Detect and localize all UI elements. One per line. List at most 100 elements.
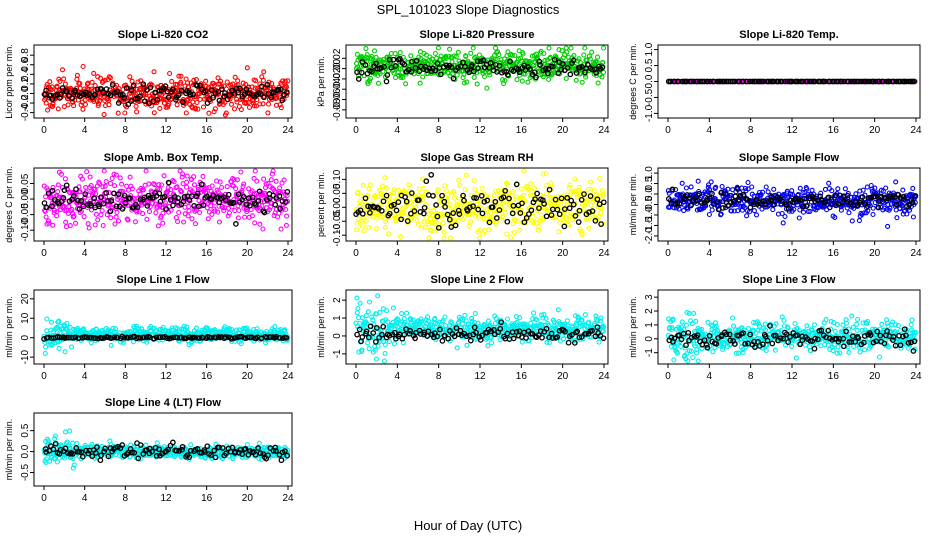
data-point [428, 68, 435, 75]
data-point [53, 213, 60, 219]
data-point [600, 335, 607, 342]
data-point [98, 75, 104, 81]
data-point [719, 183, 725, 190]
data-point [257, 101, 263, 107]
data-point [216, 97, 223, 104]
data-point [561, 223, 568, 230]
data-point [115, 110, 121, 116]
data-point [181, 219, 187, 225]
data-point [893, 179, 899, 185]
data-point [142, 98, 148, 105]
data-point [178, 87, 185, 94]
data-point [429, 56, 435, 62]
data-point [362, 62, 369, 68]
data-point [44, 316, 50, 322]
data-point [78, 198, 84, 204]
data-point [730, 78, 736, 85]
data-point [46, 95, 52, 101]
data-point [384, 72, 391, 78]
y-tick-label: 0.5 [644, 58, 655, 72]
data-point [379, 183, 386, 189]
data-point [508, 235, 514, 241]
data-point [233, 221, 239, 227]
data-point [103, 86, 110, 92]
panel-title: Slope Line 3 Flow [743, 274, 836, 286]
y-tick-label: 0 [20, 334, 31, 340]
data-point [179, 174, 185, 180]
data-point [599, 74, 605, 80]
data-point [162, 200, 169, 206]
data-point [599, 64, 606, 71]
data-point [193, 77, 199, 83]
data-point [184, 179, 190, 185]
data-point [223, 110, 229, 116]
data-point [894, 215, 900, 221]
data-point [232, 74, 238, 80]
data-point [147, 84, 154, 91]
data-point [253, 202, 259, 208]
data-point [117, 92, 124, 98]
data-point [133, 103, 139, 109]
data-point [222, 99, 228, 105]
data-point [255, 197, 262, 204]
data-point [62, 81, 68, 87]
data-point [125, 101, 132, 108]
data-point [441, 229, 447, 235]
data-point [215, 75, 221, 81]
data-point [365, 340, 371, 346]
data-point [870, 211, 876, 218]
y-tick-label: 0.2 [20, 77, 31, 91]
data-point [539, 212, 545, 218]
data-point [403, 81, 409, 87]
data-point [390, 305, 396, 311]
data-point [551, 56, 558, 63]
x-tick-label: 24 [282, 125, 294, 136]
data-point [381, 358, 387, 364]
data-point [367, 75, 374, 81]
data-point [215, 209, 221, 215]
data-point [518, 186, 524, 192]
data-point [392, 63, 399, 69]
data-point [114, 209, 120, 216]
y-tick-label: 0.0 [644, 74, 655, 88]
data-point [128, 98, 135, 104]
data-point [471, 74, 477, 80]
y-tick-label: -0.2 [20, 94, 31, 112]
data-point [359, 334, 366, 340]
data-point [482, 228, 488, 234]
data-point [521, 168, 527, 174]
data-point [154, 96, 161, 103]
data-point [463, 53, 469, 60]
data-point [190, 99, 196, 105]
data-point [846, 210, 852, 216]
data-point [709, 207, 715, 213]
x-tick-label: 20 [242, 371, 254, 382]
data-point [780, 220, 786, 226]
x-tick-label: 0 [41, 125, 47, 136]
data-point [362, 198, 368, 204]
data-point [504, 218, 511, 225]
data-point [559, 61, 566, 67]
x-tick-label: 16 [516, 125, 528, 136]
data-point [422, 224, 428, 230]
data-point [573, 77, 579, 83]
y-tick-label: -1.0 [644, 104, 655, 122]
data-point [459, 321, 465, 327]
data-point [706, 211, 712, 218]
data-point [232, 208, 238, 214]
data-point [363, 46, 369, 52]
data-point [186, 197, 193, 203]
y-tick-label: 0.4 [20, 67, 31, 81]
data-point [380, 198, 387, 205]
data-point [59, 67, 66, 73]
data-point [565, 339, 572, 346]
data-point [573, 70, 580, 76]
data-point [117, 175, 123, 181]
data-point [671, 78, 678, 85]
data-point [192, 106, 199, 112]
data-point [358, 69, 365, 76]
data-point [234, 177, 240, 183]
data-point [43, 100, 49, 106]
